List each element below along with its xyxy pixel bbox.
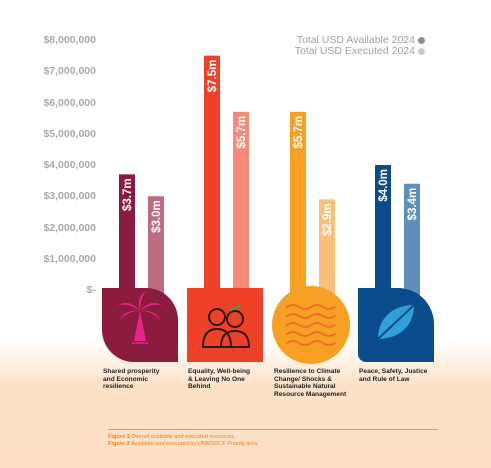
palm-frond [138,291,146,311]
people-icon [201,305,251,348]
category-label-line: resilience [103,383,134,391]
person-body [201,327,233,348]
leaf-accent [230,305,242,312]
y-tick-label: $7,000,000 [43,65,96,78]
category-group: $4.0m $3.4m [358,165,434,362]
bar-executed [148,196,164,298]
bar-executed [233,111,249,298]
bar-executed [319,199,335,298]
wave-line [286,313,336,319]
category-group: $5.7m $2.9m [272,111,350,364]
caption-figure-2: Figure 2 Available and executed by UNMSD… [108,441,257,448]
wave-line [286,331,336,337]
data-label-executed: $2.9m [322,203,334,236]
wave-line [286,322,336,328]
leaf-icon [377,304,415,340]
y-tick-label: $3,000,000 [43,190,96,203]
category-label: Equality, Well-being & Leaving No One Behi… [188,368,270,391]
bar-available [290,111,306,298]
category-group: $3.7m $3.0m [102,174,178,362]
wave-line [286,340,336,346]
y-tick-label: $8,000,000 [43,34,96,46]
caption-divider [108,429,438,430]
category-label: Resilience to Climate Change/ Shocks & Sus… [274,368,356,398]
person-head [226,310,244,328]
category-label-line: Resilience to Climate [274,368,341,375]
category-label-line: Sustainable Natural [274,383,336,391]
bar-executed [404,183,420,298]
data-label-executed: $5.7m [236,116,248,149]
data-label-available: $3.7m [122,178,134,211]
y-tick-label: $4,000,000 [43,159,96,171]
y-tick-label: $5,000,000 [43,127,96,140]
palm-frond [118,303,140,311]
leaf-vein [377,304,415,340]
palm-frond [140,310,160,321]
category-label-line: and Rule of Law [359,375,410,383]
y-tick-label: $1,000,000 [43,252,96,265]
category-label-line: Peace, Safety, Justice [359,368,428,375]
bar-available [119,174,135,298]
bar-available [375,165,391,298]
caption-figure-1: Figure 1 Overall available and executed … [108,434,234,441]
person-body [219,329,251,348]
legend-swatch-executed [418,47,425,55]
palm-trunk [134,311,146,341]
caption-figure-2-label: Figure 2 [108,441,130,447]
y-tick-label: $6,000,000 [43,96,96,109]
data-label-available: $5.7m [293,116,305,149]
data-label-available: $4.0m [378,169,390,202]
person-head [208,308,226,326]
legend-item-executed: Total USD Executed 2024 [295,45,425,57]
y-tick-label: $- [86,284,96,296]
category-label-line: Resource Management [274,390,347,398]
palm-frond [120,310,140,321]
palm-tree-icon [118,291,162,344]
category-label: Peace, Safety, Justice and Rule of Law [359,368,441,383]
palm-frond [140,303,162,311]
caption-figure-1-label: Figure 1 [108,434,130,440]
category-label-line: & Leaving No One [188,375,245,383]
legend-swatch-available [418,36,425,44]
caption-figure-2-text: Available and executed by UNMSDCF Priori… [129,441,258,447]
category-label-line: Shared prosperity [103,368,160,375]
category-group: $7.5m $5.7m [187,55,263,362]
icon-base [187,288,263,362]
data-label-available: $7.5m [207,60,219,93]
data-label-executed: $3.4m [407,188,419,221]
legend-item-available: Total USD Available 2024 [297,34,425,46]
y-tick-label: $2,000,000 [43,221,96,234]
category-label-line: Equality, Well-being [188,368,251,375]
category-label-line: Behind [188,383,211,391]
bar-available [204,55,220,298]
category-label: Shared prosperity and Economic resilience [103,368,185,391]
legend-label-available: Total USD Available 2024 [296,34,415,46]
data-label-executed: $3.0m [151,200,163,233]
wave-line [286,304,336,310]
category-label-line: and Economic [103,375,149,383]
legend-label-executed: Total USD Executed 2024 [294,45,415,57]
caption-figure-1-text: Overall available and executed resources [129,434,234,440]
category-label-line: Change/ Shocks & [274,375,332,383]
waves-icon [286,304,336,346]
